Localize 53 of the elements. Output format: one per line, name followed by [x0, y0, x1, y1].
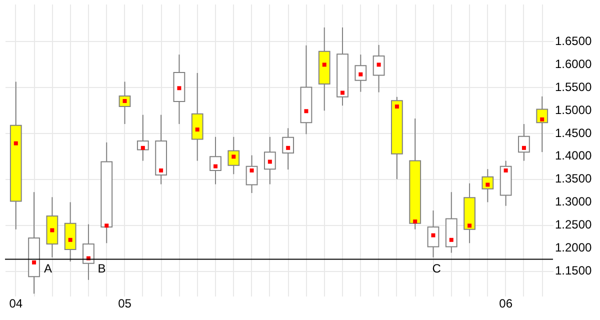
point: [14, 141, 18, 146]
point: [376, 62, 381, 67]
x-tick-label: 04: [9, 296, 23, 310]
candlestick: [354, 54, 367, 92]
point: [286, 146, 290, 150]
annotation: B: [98, 261, 106, 276]
y-tick-label: 1.5000: [555, 102, 592, 117]
y-tick-label: 1.2500: [555, 218, 592, 232]
point: [68, 238, 72, 242]
point: [431, 233, 436, 238]
y-tick-label: 1.4000: [555, 148, 592, 163]
point: [177, 86, 182, 90]
candlestick: [264, 136, 276, 185]
x-tick-label: 06: [499, 296, 513, 310]
y-tick-label: 1.3000: [555, 194, 592, 209]
y-tick-label: 1.6500: [555, 34, 592, 48]
y-tick-label: 1.1500: [555, 264, 592, 278]
point: [394, 104, 399, 109]
point: [250, 168, 254, 172]
candlestick: [228, 136, 240, 175]
candlestick: [518, 124, 530, 162]
x-tick-label: 05: [118, 296, 132, 310]
point: [540, 117, 544, 122]
candlestick: [427, 210, 440, 258]
point: [268, 160, 272, 164]
point: [413, 220, 418, 224]
candlestick: [372, 44, 385, 93]
point: [104, 224, 109, 228]
point: [522, 146, 526, 150]
candlestick: [210, 136, 222, 185]
annotation: C: [432, 261, 442, 276]
candlestick: [282, 128, 294, 170]
y-tick-label: 1.6000: [555, 56, 592, 71]
y-tick-label: 1.3500: [555, 172, 592, 186]
candlestick: [246, 154, 258, 194]
candlestick: [482, 168, 494, 203]
point: [32, 260, 36, 264]
point: [213, 164, 218, 168]
point: [50, 228, 54, 232]
candlestick: [536, 96, 548, 153]
y-tick-label: 1.4500: [555, 126, 592, 140]
candlestick: [82, 224, 94, 280]
point: [304, 109, 308, 114]
point: [322, 62, 326, 67]
y-tick-label: 1.5500: [555, 80, 592, 94]
point: [159, 168, 164, 172]
point: [195, 128, 200, 132]
point: [468, 224, 472, 228]
point: [449, 238, 454, 242]
y-tick-label: 1.2000: [555, 240, 592, 255]
point: [340, 90, 345, 95]
point: [504, 168, 508, 172]
annotation: A: [44, 261, 52, 276]
